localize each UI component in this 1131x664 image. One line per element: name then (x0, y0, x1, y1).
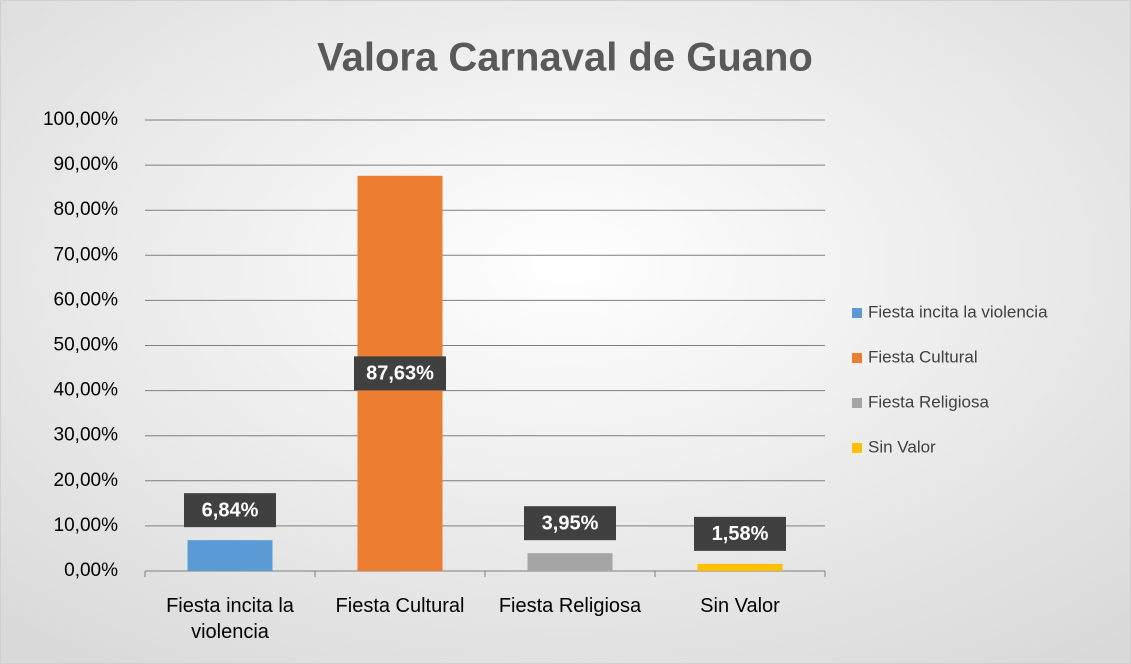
y-tick-label: 20,00% (54, 470, 119, 491)
legend-swatch (852, 353, 862, 363)
bar (187, 540, 273, 571)
data-label: 87,63% (366, 363, 434, 385)
data-label: 6,84% (202, 499, 259, 521)
legend-swatch (852, 308, 862, 318)
legend-label: Fiesta incita la violencia (868, 302, 1048, 321)
legend-swatch (852, 443, 862, 453)
y-tick-label: 30,00% (54, 425, 119, 446)
y-tick-label: 60,00% (54, 289, 119, 310)
y-tick-label: 70,00% (54, 244, 119, 265)
y-tick-label: 90,00% (54, 154, 119, 175)
data-label-box (524, 506, 616, 541)
x-label-box: Sin Valor (700, 595, 780, 617)
y-tick-label: 40,00% (54, 380, 119, 401)
bar (697, 563, 783, 571)
y-tick-label: 80,00% (54, 199, 119, 220)
x-label-box: Fiesta incita la violencia (166, 595, 294, 643)
data-label-box (694, 516, 786, 551)
x-label-box: Fiesta Cultural (335, 595, 465, 617)
x-tick-label: Fiesta Cultural (335, 595, 465, 617)
chart-title: Valora Carnaval de Guano (317, 36, 813, 80)
x-tick-label: Sin Valor (700, 595, 780, 617)
legend-label: Fiesta Religiosa (868, 392, 989, 411)
x-label-box: Fiesta Religiosa (498, 595, 642, 617)
legend-swatch (852, 398, 862, 408)
data-label: 3,95% (542, 512, 599, 534)
y-tick-label: 100,00% (43, 109, 118, 130)
legend-label: Sin Valor (868, 437, 936, 456)
data-label: 1,58% (712, 523, 769, 545)
y-tick-label: 10,00% (54, 515, 119, 536)
y-tick-label: 0,00% (64, 560, 118, 581)
x-tick-label: Fiesta Religiosa (498, 595, 642, 617)
x-tick-label: Fiesta incita la violencia (166, 595, 294, 643)
data-label-box (184, 493, 276, 528)
y-tick-label: 50,00% (54, 335, 119, 356)
data-label-box (354, 356, 446, 391)
bar (527, 553, 613, 571)
legend-label: Fiesta Cultural (868, 347, 978, 366)
